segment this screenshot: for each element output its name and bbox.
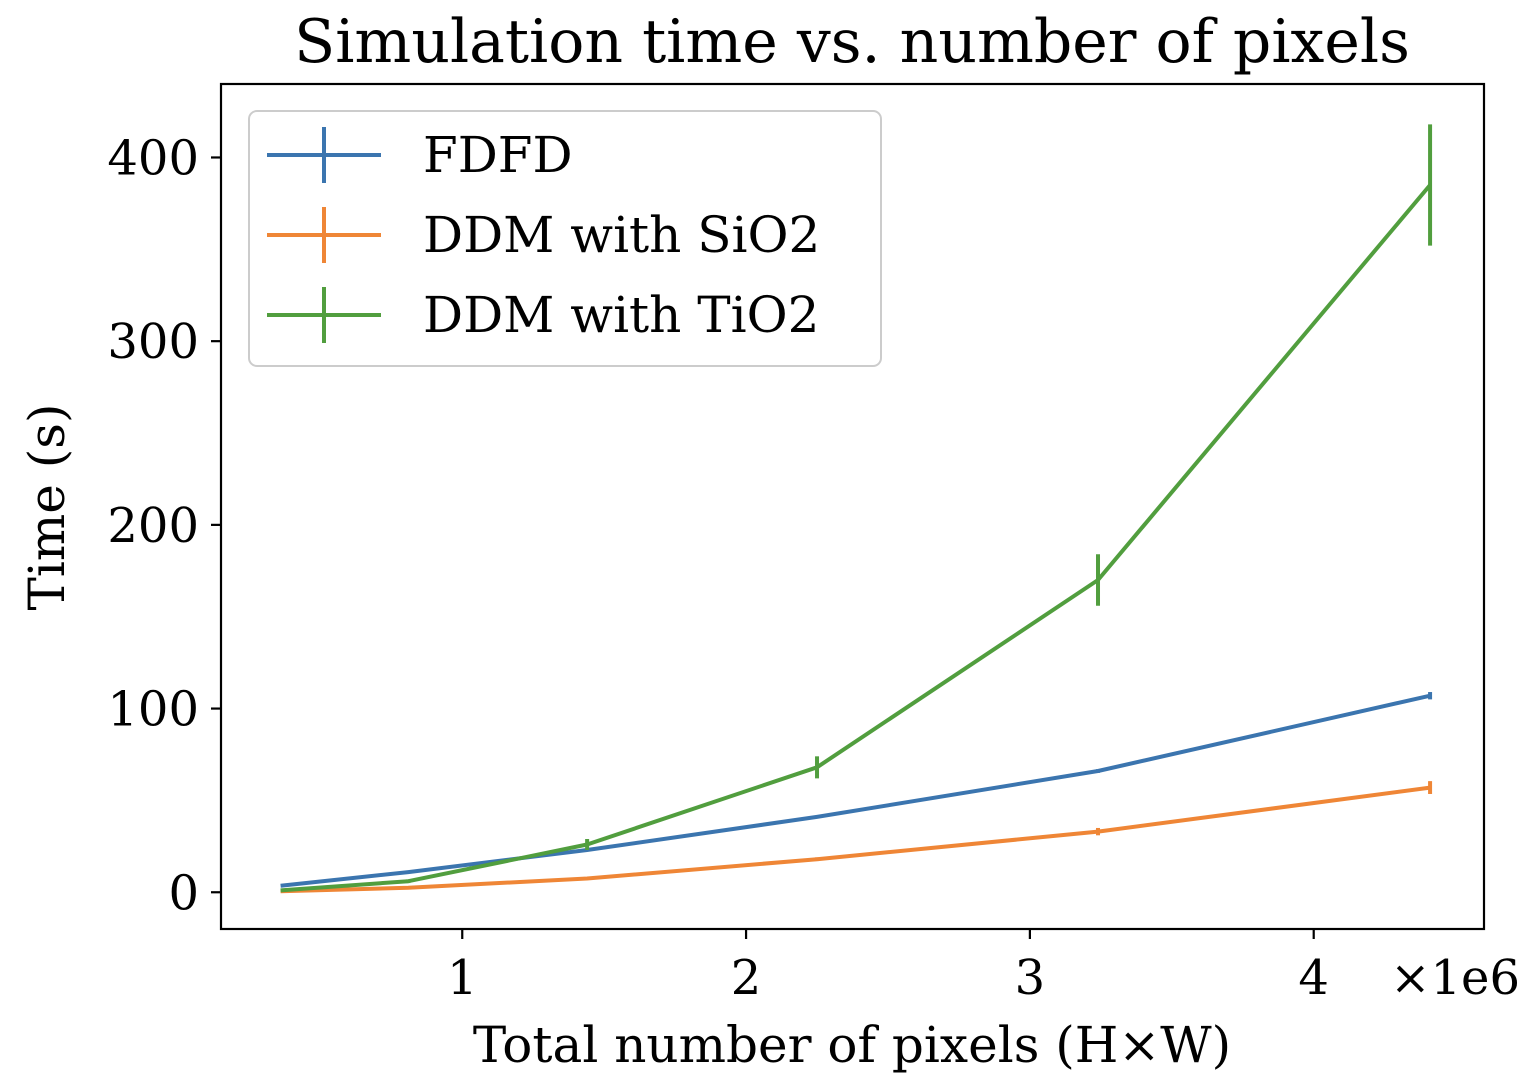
series-line-ddm-with-tio2	[280, 183, 1432, 893]
y-tick-label: 100	[107, 682, 199, 738]
x-axis: 1 2 3 4	[447, 929, 1329, 1006]
series-line-fdfd	[280, 693, 1431, 888]
y-axis-label: Time (s)	[18, 404, 76, 611]
y-tick-label: 300	[107, 314, 199, 370]
legend-entry-ddm-with-tio2: DDM with TiO2	[267, 286, 819, 344]
x-tick-label: 1	[447, 950, 478, 1006]
legend-label-ddm-with-tio2: DDM with TiO2	[423, 286, 819, 344]
y-tick-label: 0	[168, 865, 199, 921]
legend-entries: FDFD DDM with SiO2 DDM with TiO2	[267, 126, 820, 344]
y-tick-label: 400	[107, 130, 199, 186]
chart-title: Simulation time vs. number of pixels	[294, 7, 1410, 77]
x-tick-label: 3	[1015, 950, 1046, 1006]
series-line-ddm-with-sio2	[280, 785, 1431, 894]
legend-label-fdfd: FDFD	[423, 126, 573, 184]
legend-entry-fdfd: FDFD	[267, 126, 573, 184]
x-tick-label: 2	[731, 950, 762, 1006]
series-layer	[280, 124, 1433, 894]
x-offset-label: ×1e6	[1390, 950, 1520, 1006]
plot-frame	[219, 82, 1486, 931]
legend-entry-ddm-with-sio2: DDM with SiO2	[267, 206, 820, 264]
x-tick-label: 4	[1298, 950, 1329, 1006]
y-axis: 0 100 200 300 400	[107, 130, 221, 921]
legend-box	[248, 110, 882, 367]
legend-label-ddm-with-sio2: DDM with SiO2	[423, 206, 820, 264]
legend: FDFD DDM with SiO2 DDM with TiO2	[248, 110, 882, 367]
x-axis-label: Total number of pixels (H×W)	[473, 1016, 1231, 1074]
y-tick-label: 200	[107, 498, 199, 554]
